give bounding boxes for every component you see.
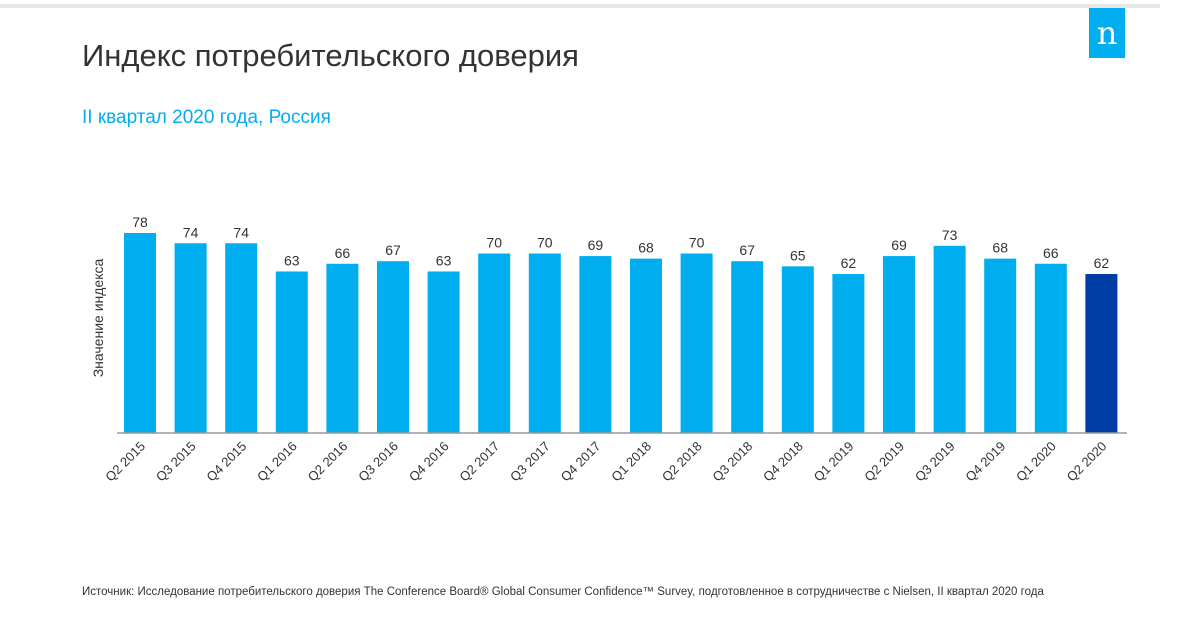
data-label: 78: [132, 214, 148, 230]
x-tick-label: Q2 2019: [861, 439, 907, 485]
bar-q2-2016: [326, 263, 359, 433]
data-label: 68: [992, 240, 1008, 256]
x-tick-label: Q2 2016: [305, 439, 351, 485]
data-label: 68: [638, 240, 654, 256]
x-tick-label: Q2 2020: [1064, 439, 1110, 485]
bar-q4-2018: [781, 266, 814, 433]
page-title: Индекс потребительского доверия: [82, 38, 579, 73]
x-tick-label: Q1 2018: [608, 439, 654, 485]
data-label: 67: [385, 242, 401, 258]
x-tick-label: Q1 2020: [1013, 439, 1059, 485]
x-tick-label: Q3 2015: [153, 439, 199, 485]
x-tick-label: Q3 2016: [355, 439, 401, 485]
source-note: Источник: Исследование потребительского …: [82, 586, 1044, 598]
x-tick-label: Q4 2017: [558, 439, 604, 485]
x-tick-label: Q1 2016: [254, 439, 300, 485]
x-tick-label: Q2 2018: [659, 439, 705, 485]
page-subtitle: II квартал 2020 года, Россия: [82, 107, 331, 128]
top-divider: [0, 4, 1160, 8]
data-label: 74: [183, 224, 199, 240]
bar-q1-2018: [630, 258, 662, 433]
x-tick-label: Q1 2019: [811, 439, 857, 485]
bar-q4-2017: [579, 256, 612, 433]
x-tick-label: Q3 2017: [507, 439, 553, 485]
data-label: 70: [689, 235, 705, 251]
bars-group: 78 Q2 2015 74 Q3 2015 74 Q4 2015 63 Q1 2016 66 Q2…: [102, 214, 1118, 485]
bar-q3-2019: [933, 245, 966, 433]
x-tick-label: Q4 2016: [406, 439, 452, 485]
bar-q2-2015: [124, 233, 156, 433]
bar-q3-2016: [377, 261, 409, 433]
bar-q4-2016: [427, 271, 460, 433]
x-tick-label: Q2 2017: [456, 439, 502, 485]
bar-q2-2020: [1085, 274, 1118, 433]
bar-q3-2015: [174, 243, 207, 433]
bar-q2-2019: [883, 256, 915, 433]
data-label: 74: [233, 224, 249, 240]
data-label: 65: [790, 247, 806, 263]
data-label: 63: [436, 252, 452, 268]
bar-q1-2019: [832, 274, 865, 433]
data-label: 70: [537, 235, 553, 251]
y-axis-title: Значение индекса: [90, 259, 106, 378]
x-tick-label: Q3 2019: [912, 439, 958, 485]
data-label: 62: [1094, 255, 1110, 271]
data-label: 69: [588, 237, 604, 253]
bar-q1-2020: [1034, 263, 1067, 433]
data-label: 66: [1043, 245, 1059, 261]
bar-q1-2016: [275, 271, 308, 433]
data-label: 66: [335, 245, 351, 261]
x-tick-label: Q3 2018: [709, 439, 755, 485]
data-label: 69: [891, 237, 907, 253]
x-tick-label: Q4 2019: [962, 439, 1008, 485]
data-label: 70: [486, 235, 502, 251]
nielsen-logo: n: [1089, 8, 1125, 58]
x-tick-label: Q4 2015: [203, 439, 249, 485]
data-label: 67: [739, 242, 755, 258]
x-tick-label: Q2 2015: [102, 439, 148, 485]
bar-q2-2017: [478, 253, 511, 433]
bar-q4-2015: [225, 243, 258, 433]
bar-q3-2018: [731, 261, 764, 433]
x-tick-label: Q4 2018: [760, 439, 806, 485]
bar-q3-2017: [528, 253, 561, 433]
bar-q4-2019: [984, 258, 1017, 433]
bar-q2-2018: [680, 253, 713, 433]
data-label: 73: [942, 227, 958, 243]
data-label: 63: [284, 252, 300, 268]
data-label: 62: [841, 255, 857, 271]
